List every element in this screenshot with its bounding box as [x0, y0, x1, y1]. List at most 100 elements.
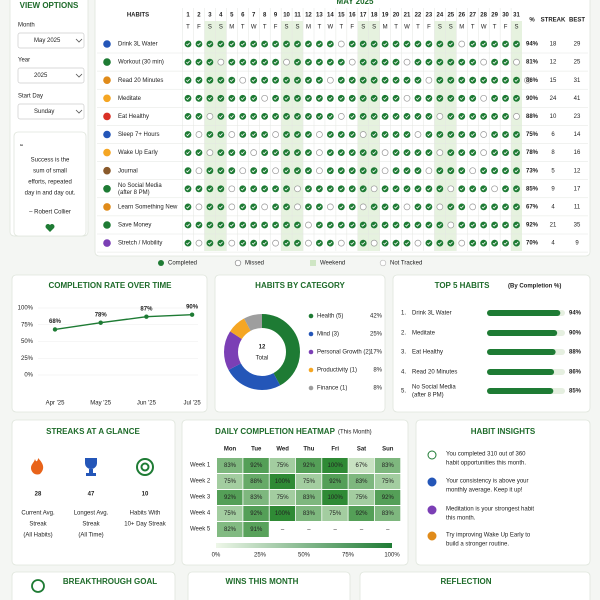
completed-mark	[337, 94, 345, 102]
weekday: F	[427, 25, 431, 31]
panel	[11, 274, 208, 413]
panel-title: DAILY COMPLETION HEATMAP	[215, 427, 336, 436]
completed-mark	[326, 94, 334, 102]
heat-label: 92%	[355, 511, 368, 517]
completed-mark	[348, 131, 356, 138]
y-tick-label: 0%	[24, 373, 33, 379]
check	[361, 241, 366, 245]
bar	[487, 388, 554, 394]
check	[295, 78, 300, 82]
check	[503, 241, 508, 245]
completed-mark	[414, 167, 422, 175]
completed-mark	[458, 58, 466, 66]
heat-cell	[322, 458, 348, 473]
completed-mark	[283, 40, 290, 48]
insight-text: Try improving Wake Up Early to	[446, 533, 531, 539]
check	[218, 42, 223, 46]
heat-label: 67%	[355, 463, 368, 469]
check	[350, 241, 355, 245]
habit-best: 29	[574, 42, 581, 48]
completed-mark	[250, 58, 258, 66]
completed-mark	[447, 40, 455, 48]
completed-mark	[458, 149, 466, 157]
completed-mark	[283, 185, 290, 193]
completed-mark	[206, 203, 214, 211]
completed-mark	[239, 113, 247, 120]
missed-mark	[403, 94, 411, 102]
day-number: 1	[186, 13, 190, 19]
check	[372, 169, 377, 173]
check	[186, 151, 190, 155]
missed-mark	[305, 221, 312, 229]
missed-mark	[480, 58, 487, 66]
weekday: F	[197, 25, 201, 31]
completed-mark	[250, 40, 258, 48]
missed-mark	[272, 239, 279, 247]
streak-label: Longest Avg.	[74, 511, 109, 517]
check	[350, 151, 355, 155]
completed-mark	[337, 221, 345, 229]
completed-mark	[239, 239, 247, 247]
legend-dot	[308, 313, 314, 319]
check	[383, 187, 388, 191]
day-number: 6	[241, 13, 245, 19]
habit-icon	[103, 58, 111, 66]
completed-mark	[502, 203, 509, 211]
check	[492, 133, 497, 137]
day-number: 22	[415, 13, 422, 19]
missed-mark	[469, 167, 477, 175]
bar	[487, 369, 555, 375]
completed-mark	[381, 239, 389, 247]
legend-swatch	[310, 260, 316, 266]
heat-label: 92%	[250, 511, 263, 517]
completed-mark	[480, 221, 488, 229]
check	[361, 96, 366, 101]
check	[383, 133, 388, 137]
check	[448, 169, 453, 173]
category-pct: 42%	[370, 314, 383, 320]
missed-mark	[480, 94, 487, 102]
flame-icon	[31, 458, 44, 475]
panel-title: WINS THIS MONTH	[226, 577, 299, 586]
completed-mark	[458, 94, 466, 102]
check	[240, 151, 245, 155]
completed-mark	[469, 149, 477, 157]
check	[273, 60, 278, 64]
completed-mark	[502, 167, 509, 175]
legend-swatch	[158, 260, 164, 266]
check	[427, 205, 431, 209]
check	[514, 96, 519, 101]
check	[317, 78, 322, 82]
check	[306, 96, 311, 101]
check	[361, 78, 366, 82]
habit-streak: 18	[550, 42, 557, 48]
habits-header: HABITS	[127, 13, 149, 19]
missed-mark	[414, 239, 422, 247]
check	[317, 42, 322, 46]
day-number: 21	[404, 13, 411, 19]
check	[427, 96, 431, 101]
top-note: (after 8 PM)	[412, 393, 444, 399]
weekday: T	[471, 25, 475, 31]
heat-label: 92%	[382, 495, 395, 501]
check	[240, 187, 245, 191]
check	[448, 133, 453, 137]
heat-label: 83%	[303, 495, 316, 501]
check	[427, 151, 431, 155]
completed-mark	[184, 203, 192, 211]
check	[262, 42, 267, 46]
option-label: Start Day	[18, 94, 43, 100]
insight-icon	[427, 477, 437, 487]
y-tick-label: 100%	[18, 306, 34, 312]
check	[470, 187, 475, 191]
check	[503, 96, 508, 101]
completed-mark	[348, 185, 356, 193]
habit-streak: 4	[551, 204, 555, 210]
legend-label: Weekend	[320, 261, 345, 267]
check	[273, 151, 278, 155]
completed-mark	[294, 131, 301, 138]
check	[350, 169, 355, 173]
check	[251, 241, 256, 245]
check	[372, 60, 377, 64]
completed-mark	[513, 221, 520, 229]
